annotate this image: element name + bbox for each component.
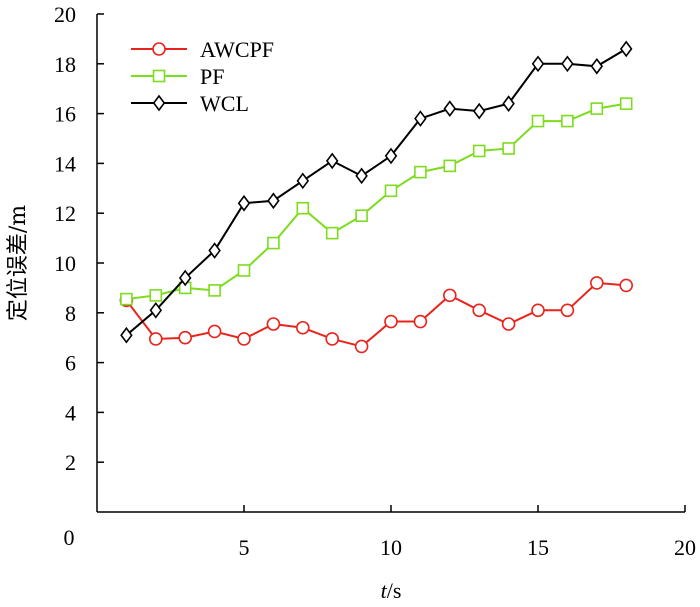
data-point-diamond bbox=[384, 147, 398, 165]
data-point-diamond bbox=[267, 192, 280, 210]
data-point-circle bbox=[266, 317, 281, 331]
data-point-circle bbox=[325, 332, 340, 346]
y-tick-label: 16 bbox=[54, 102, 76, 127]
data-point-square bbox=[355, 209, 368, 222]
data-point-square bbox=[414, 165, 427, 179]
origin-label: 0 bbox=[64, 525, 75, 550]
data-point-circle bbox=[178, 330, 192, 345]
data-point-diamond bbox=[414, 110, 427, 127]
y-ticks: 2 4 6 8 10 12 14 16 18 20 bbox=[54, 2, 104, 475]
x-ticks: 5 10 15 20 bbox=[239, 505, 696, 560]
legend-item-awcpf: AWCPF bbox=[131, 37, 274, 62]
data-point-square bbox=[120, 292, 133, 306]
y-tick-label: 8 bbox=[65, 301, 76, 326]
legend-item-wcl: WCL bbox=[131, 91, 249, 116]
data-point-diamond bbox=[208, 242, 221, 259]
data-point-circle bbox=[501, 317, 516, 331]
data-point-circle bbox=[237, 332, 251, 346]
data-point-square bbox=[296, 201, 310, 215]
data-point-circle bbox=[295, 320, 310, 335]
data-point-diamond bbox=[443, 100, 457, 117]
data-point-square bbox=[384, 184, 398, 198]
data-point-diamond bbox=[355, 167, 368, 185]
y-tick-label: 12 bbox=[54, 201, 76, 226]
data-point-circle bbox=[384, 314, 398, 329]
data-point-square bbox=[325, 226, 339, 240]
series-wcl bbox=[120, 40, 633, 344]
series-layer bbox=[119, 40, 634, 354]
data-point-square bbox=[152, 69, 166, 83]
x-tick-label: 10 bbox=[380, 535, 402, 560]
x-axis-title-var: t bbox=[381, 578, 388, 603]
y-tick-label: 6 bbox=[65, 351, 76, 376]
y-tick-label: 20 bbox=[54, 2, 76, 27]
data-point-square bbox=[208, 284, 221, 297]
data-point-diamond bbox=[561, 55, 574, 73]
legend-label: PF bbox=[200, 64, 224, 89]
x-tick-label: 5 bbox=[239, 535, 250, 560]
data-point-diamond bbox=[619, 40, 633, 58]
legend-item-pf: PF bbox=[131, 64, 224, 89]
data-point-square bbox=[472, 144, 486, 158]
y-tick-label: 14 bbox=[54, 151, 76, 176]
series-line-awcpf bbox=[125, 281, 627, 348]
data-point-circle bbox=[472, 303, 487, 318]
data-point-circle bbox=[207, 324, 222, 339]
data-point-diamond bbox=[472, 102, 486, 120]
data-point-square bbox=[149, 289, 163, 302]
data-point-circle bbox=[149, 332, 163, 346]
data-point-diamond bbox=[296, 172, 310, 190]
data-point-circle bbox=[531, 303, 545, 318]
data-point-circle bbox=[152, 42, 166, 56]
x-axis-title-unit: /s bbox=[387, 578, 402, 603]
y-tick-label: 10 bbox=[54, 251, 76, 276]
y-axis-title: 定位误差/m bbox=[6, 205, 31, 321]
data-point-diamond bbox=[237, 194, 251, 212]
data-point-square bbox=[619, 97, 633, 110]
data-point-circle bbox=[589, 276, 604, 290]
legend-label: WCL bbox=[200, 91, 249, 116]
y-tick-label: 18 bbox=[54, 52, 76, 77]
data-point-circle bbox=[442, 288, 457, 303]
data-point-square bbox=[443, 159, 457, 173]
y-tick-label: 2 bbox=[65, 450, 76, 475]
data-point-square bbox=[502, 142, 515, 155]
series-line-pf bbox=[126, 102, 627, 301]
x-axis-title: t/s bbox=[381, 578, 402, 603]
data-point-diamond bbox=[325, 152, 339, 170]
data-point-diamond bbox=[152, 94, 166, 112]
data-point-diamond bbox=[120, 326, 133, 344]
x-tick-label: 20 bbox=[674, 535, 696, 560]
data-point-diamond bbox=[149, 301, 163, 319]
data-point-square bbox=[237, 264, 251, 277]
data-point-square bbox=[590, 102, 604, 115]
data-point-circle bbox=[413, 314, 428, 329]
data-point-diamond bbox=[531, 55, 545, 73]
axes bbox=[96, 14, 685, 513]
data-point-square bbox=[561, 114, 574, 128]
data-point-diamond bbox=[502, 95, 515, 112]
data-point-square bbox=[267, 236, 280, 250]
y-tick-label: 4 bbox=[65, 400, 76, 425]
data-point-diamond bbox=[590, 57, 604, 75]
data-point-diamond bbox=[178, 269, 192, 287]
x-tick-label: 15 bbox=[527, 535, 549, 560]
data-point-circle bbox=[354, 339, 369, 354]
data-point-circle bbox=[619, 278, 634, 293]
series-pf bbox=[120, 97, 633, 306]
data-point-circle bbox=[560, 303, 575, 318]
legend-label: AWCPF bbox=[200, 37, 274, 62]
data-point-square bbox=[531, 114, 545, 128]
